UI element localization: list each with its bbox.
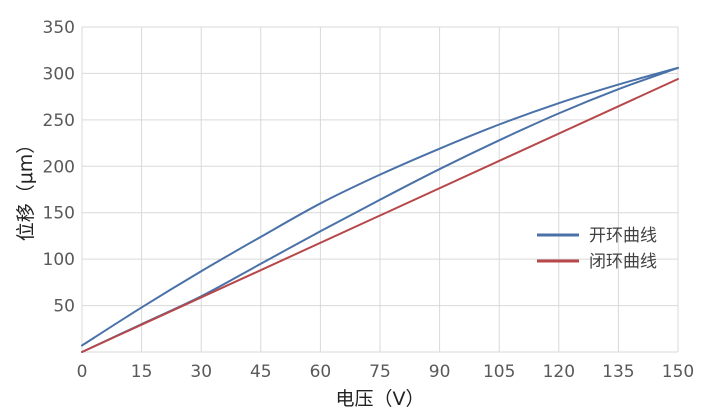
series-line-2-segment-1 (81, 78, 679, 353)
legend-label-2: 闭环曲线 (589, 252, 657, 272)
x-tick-label: 105 (483, 362, 515, 382)
x-tick-label: 150 (662, 362, 694, 382)
y-tick-label: 200 (43, 157, 75, 177)
x-tick-label: 90 (429, 362, 451, 382)
y-tick-label: 100 (43, 250, 75, 270)
x-tick-labels: 0 15 30 45 60 75 90 105 120 135 150 (77, 362, 695, 382)
y-tick-label: 50 (53, 297, 75, 317)
y-tick-label: 300 (43, 64, 75, 84)
x-tick-label: 120 (543, 362, 575, 382)
legend-label-1: 开环曲线 (589, 226, 657, 246)
x-tick-label: 30 (190, 362, 212, 382)
x-tick-label: 15 (131, 362, 153, 382)
series-line-1-segment-1 (81, 66, 679, 347)
y-tick-labels: 50 100 150 200 250 300 350 (43, 18, 75, 317)
series-lines (81, 66, 679, 353)
grid (81, 26, 679, 353)
x-tick-label: 60 (310, 362, 332, 382)
x-tick-label: 75 (369, 362, 391, 382)
y-tick-label: 350 (43, 18, 75, 38)
x-tick-label: 0 (77, 362, 88, 382)
y-tick-label: 150 (43, 204, 75, 224)
y-axis-label: 位移（μm） (15, 135, 37, 242)
y-tick-label: 250 (43, 111, 75, 131)
x-axis-label: 电压（V） (336, 388, 425, 410)
x-tick-label: 45 (250, 362, 272, 382)
x-tick-label: 135 (602, 362, 634, 382)
